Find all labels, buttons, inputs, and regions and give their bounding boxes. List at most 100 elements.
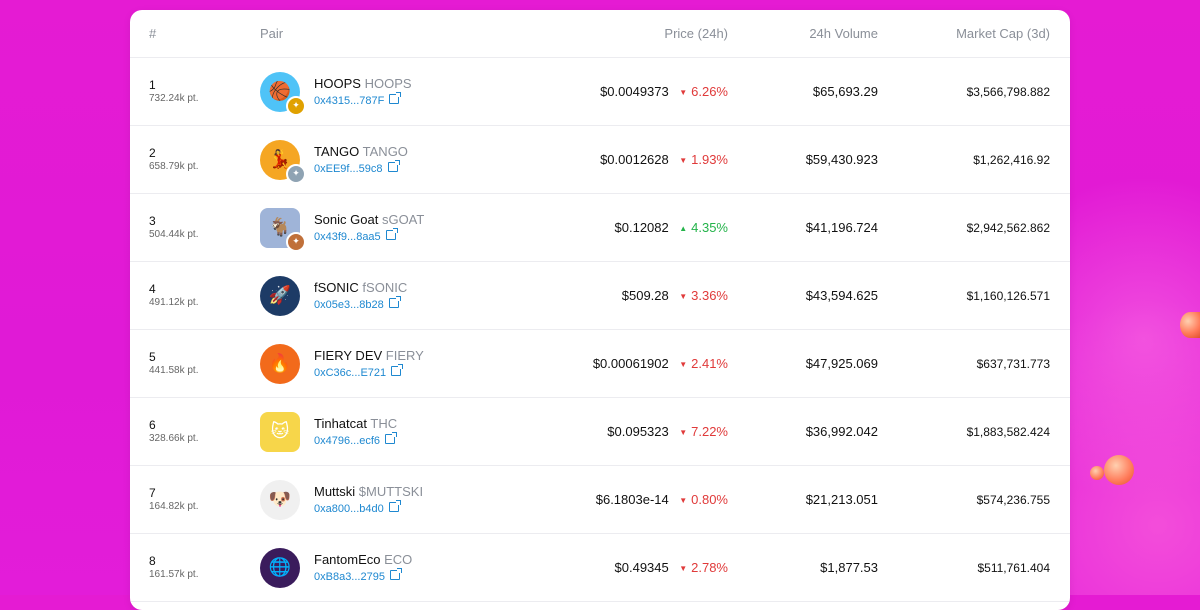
table-row[interactable]: 3 504.44k pt. 🐐 ✦ Sonic Goat sGOAT 0x43f… xyxy=(130,194,1070,262)
token-name[interactable]: TANGO TANGO xyxy=(314,143,408,161)
price-change: ▼ 3.36% xyxy=(679,288,728,303)
header-price[interactable]: Price (24h) xyxy=(664,26,728,41)
token-name[interactable]: FantomEco ECO xyxy=(314,551,412,569)
token-address: 0xa800...b4d0 xyxy=(314,502,384,515)
volume-cell: $41,196.724 xyxy=(805,220,878,235)
token-avatar[interactable]: 🐐 ✦ xyxy=(260,207,306,252)
token-symbol: THC xyxy=(370,415,398,431)
price-change-value: 6.26% xyxy=(691,83,728,99)
hoops-avatar-icon: 🏀 xyxy=(260,71,300,112)
table-row[interactable]: 8 161.57k pt. 🌐 FantomEco ECO 0xB8a3...2… xyxy=(130,534,1070,602)
price-change-value: 3.36% xyxy=(691,287,728,303)
background-decoration xyxy=(1060,130,1200,595)
caret-up-icon: ▲ xyxy=(679,223,688,233)
fsonic-avatar-icon: 🚀 xyxy=(260,275,300,316)
table-row[interactable]: 4 491.12k pt. 🚀 fSONIC fSONIC 0x05e3...8… xyxy=(130,262,1070,330)
table-row[interactable]: 2 658.79k pt. 💃 ✦ TANGO TANGO 0xEE9f...5… xyxy=(130,126,1070,194)
token-name[interactable]: Tinhatcat THC xyxy=(314,415,397,433)
market-cap-cell: $511,761.404 xyxy=(977,560,1050,575)
external-link-icon xyxy=(385,227,398,240)
token-name[interactable]: Sonic Goat sGOAT xyxy=(314,211,424,229)
coin-icon xyxy=(1180,312,1200,338)
token-name-text: Tinhatcat xyxy=(314,415,367,431)
coin-icon xyxy=(1090,466,1104,480)
header-pair: Pair xyxy=(260,26,284,41)
token-address-link[interactable]: 0x05e3...8b28 xyxy=(314,295,407,313)
rank-number: 8 xyxy=(149,553,156,568)
coin-icon xyxy=(1104,455,1134,485)
token-name-text: Muttski xyxy=(314,483,356,499)
table-row[interactable]: 7 164.82k pt. 🐶 Muttski $MUTTSKI 0xa800.… xyxy=(130,466,1070,534)
rank-points: 161.57k pt. xyxy=(149,568,199,580)
table-row[interactable]: 5 441.58k pt. 🔥 FIERY DEV FIERY 0xC36c..… xyxy=(130,330,1070,398)
token-address: 0x43f9...8aa5 xyxy=(314,230,381,243)
rank-number: 1 xyxy=(149,77,156,92)
price-cell: $0.0049373 ▼ 6.26% xyxy=(560,83,728,101)
token-name[interactable]: FIERY DEV FIERY xyxy=(314,347,424,365)
pair-cell: 🐱 Tinhatcat THC 0x4796...ecf6 xyxy=(260,411,560,452)
rank-points: 504.44k pt. xyxy=(149,228,199,240)
token-name[interactable]: fSONIC fSONIC xyxy=(314,279,407,297)
token-address-link[interactable]: 0x4796...ecf6 xyxy=(314,431,398,449)
price-cell: $0.095323 ▼ 7.22% xyxy=(560,423,728,441)
rank-points: 164.82k pt. xyxy=(149,500,199,512)
price-change-value: 1.93% xyxy=(691,151,728,167)
header-market-cap[interactable]: Market Cap (3d) xyxy=(956,26,1050,41)
token-address-link[interactable]: 0xB8a3...2795 xyxy=(314,567,412,585)
price-cell: $0.49345 ▼ 2.78% xyxy=(560,559,728,577)
token-name-text: TANGO xyxy=(314,143,360,159)
token-address: 0xB8a3...2795 xyxy=(314,570,385,583)
token-avatar[interactable]: 🌐 xyxy=(260,547,300,588)
rank-cell: 1 732.24k pt. xyxy=(130,78,260,106)
token-address-link[interactable]: 0xEE9f...59c8 xyxy=(314,159,408,177)
token-address-link[interactable]: 0xa800...b4d0 xyxy=(314,499,423,517)
price-value: $0.0049373 xyxy=(600,83,669,99)
external-link-icon xyxy=(385,431,398,444)
volume-cell: $36,992.042 xyxy=(805,424,878,439)
table-row[interactable]: 1 732.24k pt. 🏀 ✦ HOOPS HOOPS 0x4315...7… xyxy=(130,58,1070,126)
table-row[interactable]: 6 328.66k pt. 🐱 Tinhatcat THC 0x4796...e… xyxy=(130,398,1070,466)
tango-avatar-icon: 💃 xyxy=(260,139,300,180)
token-avatar[interactable]: 🏀 ✦ xyxy=(260,71,306,116)
token-address-link[interactable]: 0xC36c...E721 xyxy=(314,363,424,381)
caret-down-icon: ▼ xyxy=(679,495,688,505)
token-name[interactable]: Muttski $MUTTSKI xyxy=(314,483,423,501)
silver-medal-icon: ✦ xyxy=(286,163,306,184)
token-address-link[interactable]: 0x4315...787F xyxy=(314,91,412,109)
header-volume[interactable]: 24h Volume xyxy=(809,26,878,41)
fantomeco-avatar-icon: 🌐 xyxy=(260,547,300,588)
token-avatar[interactable]: 🐶 xyxy=(260,479,300,520)
rank-cell: 7 164.82k pt. xyxy=(130,486,260,514)
price-value: $509.28 xyxy=(621,287,669,303)
volume-cell: $65,693.29 xyxy=(812,84,878,99)
price-change: ▲ 4.35% xyxy=(679,220,728,235)
price-change-value: 0.80% xyxy=(691,491,728,507)
pair-cell: 🔥 FIERY DEV FIERY 0xC36c...E721 xyxy=(260,343,560,384)
price-cell: $0.0012628 ▼ 1.93% xyxy=(560,151,728,169)
external-link-icon xyxy=(389,91,402,104)
external-link-icon xyxy=(388,499,401,512)
price-value: $0.095323 xyxy=(607,423,669,439)
token-name-text: Sonic Goat xyxy=(314,211,379,227)
token-avatar[interactable]: 🐱 xyxy=(260,411,300,452)
token-avatar[interactable]: 🚀 xyxy=(260,275,300,316)
pair-cell: 🚀 fSONIC fSONIC 0x05e3...8b28 xyxy=(260,275,560,316)
market-cap-cell: $3,566,798.882 xyxy=(966,84,1050,99)
rank-cell: 4 491.12k pt. xyxy=(130,282,260,310)
price-change: ▼ 2.78% xyxy=(679,560,728,575)
caret-down-icon: ▼ xyxy=(679,563,688,573)
token-avatar[interactable]: 💃 ✦ xyxy=(260,139,306,184)
token-address-link[interactable]: 0x43f9...8aa5 xyxy=(314,227,424,245)
token-address: 0xC36c...E721 xyxy=(314,366,387,379)
external-link-icon xyxy=(391,363,404,376)
tinhatcat-avatar-icon: 🐱 xyxy=(260,411,300,452)
token-name[interactable]: HOOPS HOOPS xyxy=(314,75,412,93)
token-table: # Pair Price (24h) 24h Volume Market Cap… xyxy=(130,10,1070,610)
rank-number: 5 xyxy=(149,349,156,364)
fiery-dev-avatar-icon: 🔥 xyxy=(260,343,300,384)
price-cell: $0.00061902 ▼ 2.41% xyxy=(560,355,728,373)
rank-points: 328.66k pt. xyxy=(149,432,199,444)
rank-number: 2 xyxy=(149,145,156,160)
token-avatar[interactable]: 🔥 xyxy=(260,343,300,384)
rank-number: 3 xyxy=(149,213,156,228)
